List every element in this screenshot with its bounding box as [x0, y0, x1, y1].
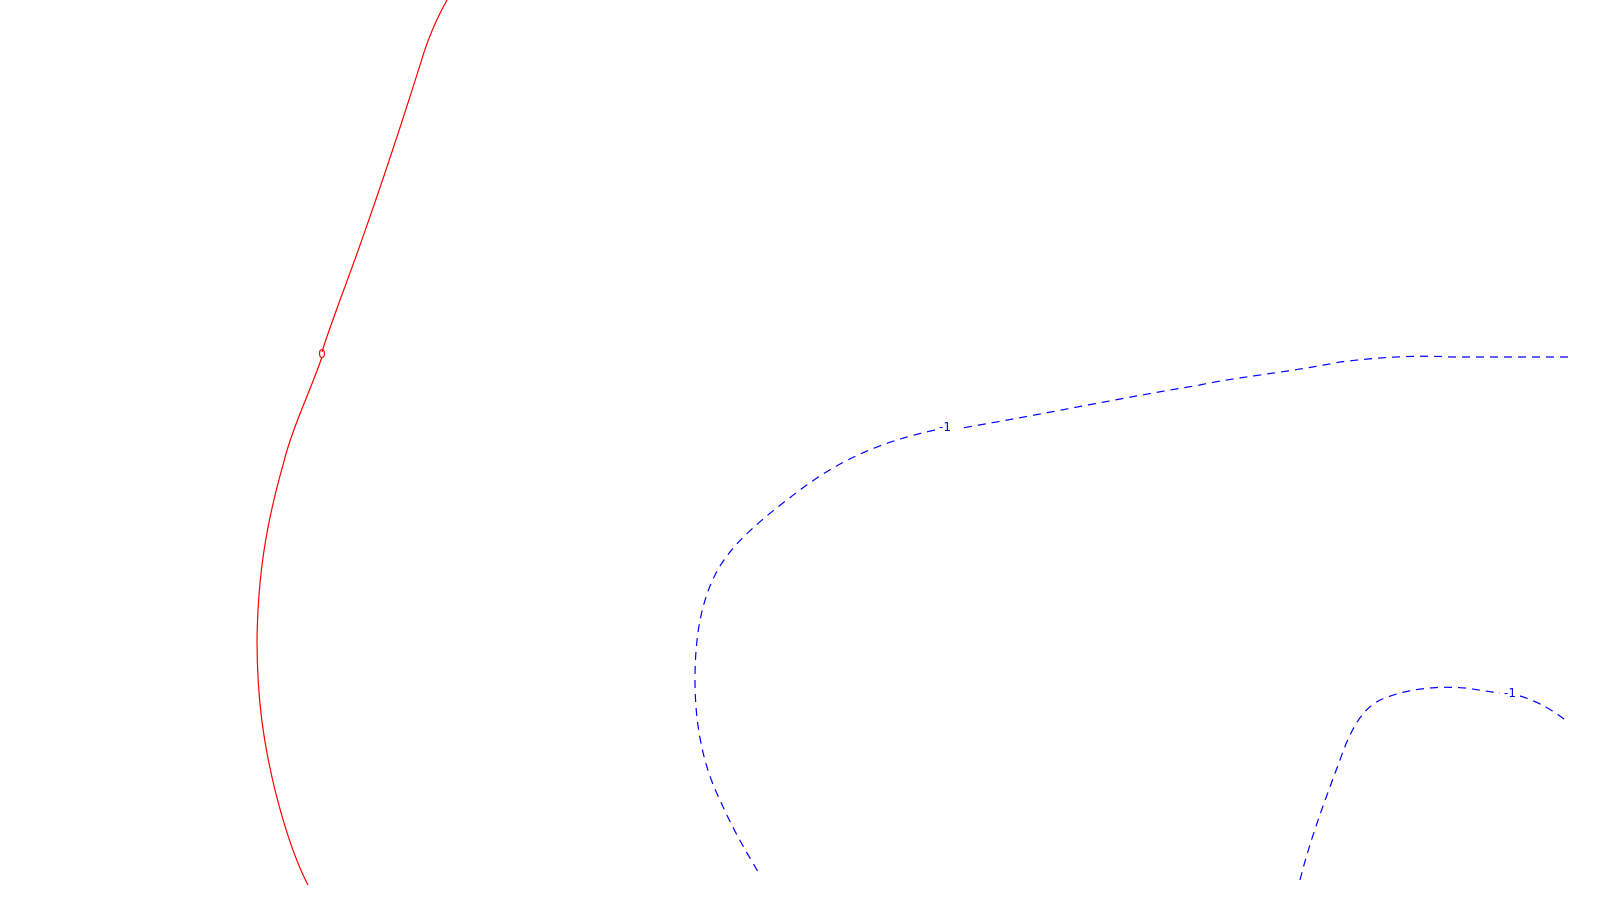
contour-line-neg1-a-path [694, 355, 1568, 876]
contour-label-neg1-b: -1 [1504, 686, 1516, 700]
contour-line-neg1-b-path [1299, 686, 1569, 881]
contour-line-neg1-b: -1 [1299, 686, 1569, 881]
contour-line-0: 0 [256, 0, 448, 886]
contour-label-0: 0 [318, 347, 326, 361]
contour-line-neg1-a: -1 [694, 355, 1568, 876]
contour-line-0-path [256, 0, 448, 886]
contour-label-neg1-a: -1 [939, 420, 951, 434]
